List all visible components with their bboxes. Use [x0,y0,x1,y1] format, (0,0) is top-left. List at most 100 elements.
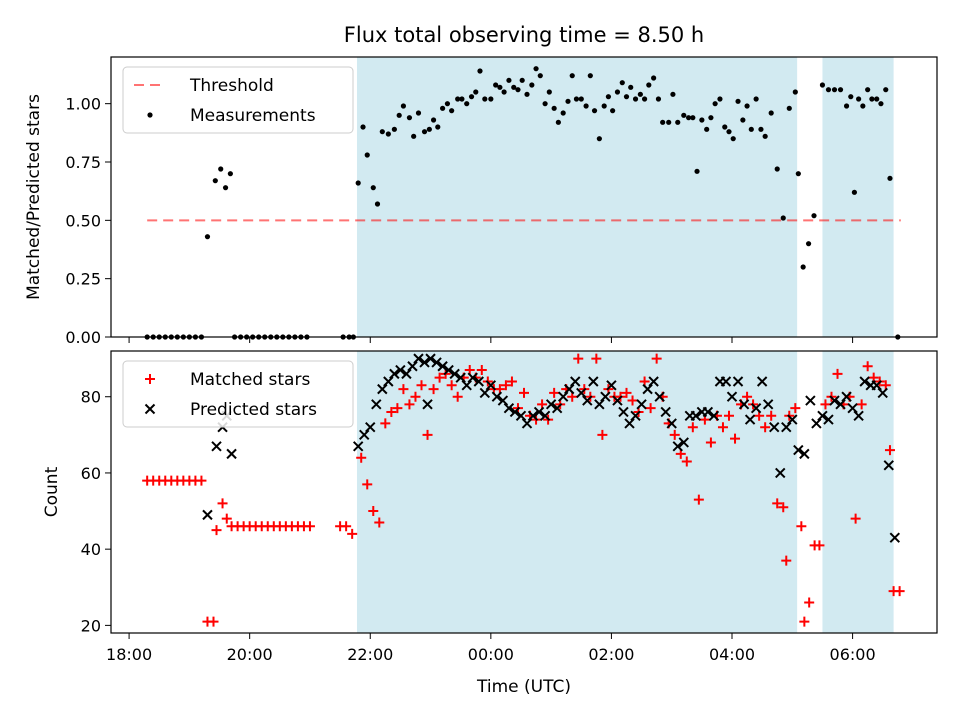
matched-point-77 [627,395,638,406]
predicted-point-41 [564,383,575,395]
predicted-point-23 [455,372,466,383]
measurement-point-42 [411,133,417,139]
matched-point-88 [693,494,704,505]
measurement-point-73 [555,119,561,125]
measurement-point-31 [355,180,361,186]
predicted-point-59 [672,441,683,452]
measurement-point-102 [690,115,696,121]
matched-point-47 [446,380,457,391]
predicted-point-93 [877,387,888,399]
predicted-point-92 [871,380,882,391]
matched-point-37 [386,406,397,417]
matched-point-100 [766,410,777,421]
predicted-point-26 [473,376,484,387]
matched-point-86 [681,456,692,467]
measurement-point-103 [694,168,700,174]
predicted-point-32 [509,406,521,418]
legend-0: Threshold Measurements [122,66,354,134]
y-axis-label-1: Count [42,466,62,517]
measurement-point-57 [482,96,488,102]
matched-point-92 [717,422,728,433]
predicted-point-5 [352,441,364,452]
predicted-point-58 [666,418,677,429]
measurement-point-87 [619,80,625,86]
measurement-point-39 [396,112,402,118]
matched-point-90 [705,437,716,448]
measurement-point-50 [449,108,455,114]
measurement-point-138 [869,96,875,102]
observing-window-0 [356,57,798,337]
measurement-point-80 [587,73,593,79]
predicted-point-24 [461,380,472,391]
matched-point-111 [820,399,831,410]
predicted-point-86 [835,399,846,410]
measurement-point-10 [204,234,211,240]
measurement-point-86 [614,89,621,95]
matched-point-11 [208,616,219,627]
predicted-point-11 [389,368,400,380]
matched-point-30 [341,521,352,532]
predicted-point-50 [618,406,629,418]
measurement-point-123 [792,89,798,95]
matched-point-57 [506,376,517,387]
matched-point-38 [392,403,403,414]
chart-title: Flux total observing time = 8.50 h [344,23,704,47]
matched-point-42 [416,380,427,391]
predicted-point-48 [606,380,617,391]
measurement-point-85 [610,108,616,114]
predicted-point-73 [756,376,768,387]
predicted-point-78 [787,414,798,425]
y-tick-label-2: 0.50 [65,211,101,230]
measurement-point-54 [468,94,475,100]
matched-point-13 [217,498,228,509]
x-axis-label: Time (UTC) [476,677,571,697]
predicted-point-37 [539,410,551,421]
measurement-point-13 [222,185,229,191]
measurement-point-52 [459,96,465,102]
x-tick-label-6: 06:00 [830,645,876,664]
measurement-point-127 [811,213,817,219]
measurement-point-130 [831,87,838,93]
predicted-point-35 [527,410,539,421]
matched-point-84 [669,429,680,440]
matched-point-81 [651,353,662,364]
measurement-point-101 [685,115,692,121]
predicted-point-33 [515,410,527,421]
measurement-point-115 [748,126,754,132]
predicted-point-64 [702,406,714,418]
predicted-point-54 [642,383,653,395]
x-tick-label-2: 22:00 [347,645,393,664]
measurement-point-36 [379,129,385,135]
measurement-point-38 [391,126,397,132]
predicted-point-38 [545,399,557,410]
measurement-point-77 [573,96,580,102]
measurement-point-67 [529,82,535,88]
predicted-point-74 [762,399,774,410]
measurement-point-76 [569,73,575,79]
matched-point-40 [404,399,415,410]
predicted-point-14 [407,361,418,372]
predicted-point-70 [738,399,750,410]
predicted-point-84 [823,414,834,425]
measurement-point-55 [473,89,479,95]
measurement-point-97 [666,119,672,125]
measurement-point-71 [546,89,552,95]
measurement-point-68 [533,66,539,72]
y-tick-label-0: 20 [81,616,101,635]
matched-point-33 [362,479,373,490]
predicted-point-7 [365,422,376,433]
measurement-point-126 [805,241,812,247]
measurement-point-60 [497,84,503,90]
predicted-point-80 [799,448,810,460]
matched-point-76 [621,387,632,398]
measurement-point-70 [542,101,548,107]
matched-point-80 [645,403,656,414]
matched-point-44 [428,384,439,395]
measurement-point-119 [768,110,774,116]
measurement-point-72 [551,105,557,111]
measurement-point-34 [370,185,376,191]
axes-frame-1 [110,350,938,634]
measurement-point-112 [735,98,741,104]
legend-1: Matched stars Predicted stars [122,360,354,428]
panel-ratio: 0.00 0.25 0.50 0.75 1.00 Matched/Predicted st… [24,56,938,347]
